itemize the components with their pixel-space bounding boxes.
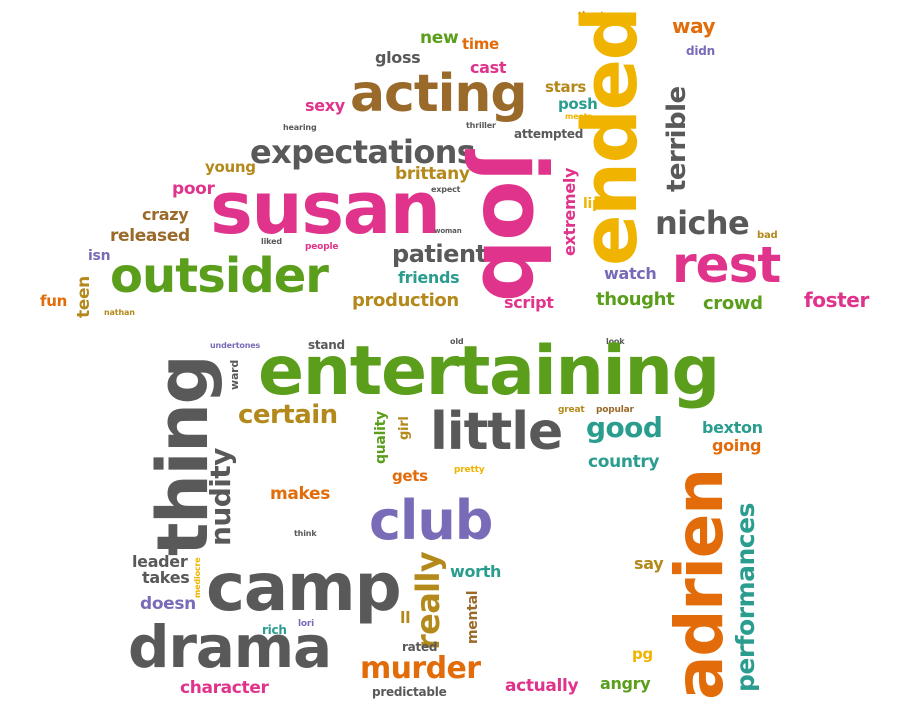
word-brittany: brittany	[395, 164, 470, 184]
word-susan: susan	[210, 166, 441, 250]
word-young: young	[205, 158, 256, 176]
word-predictable: predictable	[372, 685, 447, 699]
word-meets: meets	[565, 112, 592, 121]
word-thriller: thriller	[466, 121, 496, 130]
word-murder: murder	[360, 651, 481, 686]
word-undertones: undertones	[210, 341, 261, 350]
word-liked: liked	[261, 237, 282, 246]
word-expect: expect	[431, 185, 461, 194]
word-good: good	[586, 411, 663, 444]
word-theaters: theaters	[578, 11, 620, 21]
word-script: script	[504, 293, 554, 312]
word-attempted: attempted	[514, 127, 584, 141]
word-look: look	[606, 337, 625, 346]
word-terrible: terrible	[662, 86, 692, 192]
word-drama: drama	[128, 613, 332, 681]
word-takes: takes	[142, 568, 190, 587]
word-watch: watch	[604, 264, 657, 283]
word-cast: cast	[470, 58, 507, 77]
word-foster: foster	[804, 288, 869, 312]
word-performances: performances	[731, 503, 760, 692]
word-country: country	[588, 452, 660, 472]
word-production: production	[352, 290, 459, 311]
word-character: character	[180, 678, 269, 698]
word-say: say	[634, 554, 664, 573]
word-ll: ll	[400, 608, 411, 627]
word-pretty: pretty	[454, 465, 485, 475]
word-sexy: sexy	[305, 96, 345, 115]
word-quality: quality	[373, 411, 389, 464]
word-adrien: adrien	[661, 469, 738, 700]
word-pg: pg	[632, 645, 653, 663]
word-people: people	[305, 242, 339, 252]
word-teen: teen	[74, 276, 94, 318]
word-popular: popular	[596, 405, 634, 415]
word-extremely: extremely	[560, 167, 579, 256]
word-camp: camp	[206, 549, 402, 626]
word-mental: mental	[465, 590, 481, 644]
word-stars: stars	[545, 78, 587, 96]
word-patient: patient	[392, 240, 487, 268]
word-friends: friends	[398, 268, 460, 287]
word-entertaining: entertaining	[258, 332, 720, 411]
word-didn: didn	[686, 44, 715, 58]
word-little: little	[430, 402, 563, 462]
word-ended: ended	[565, 7, 654, 266]
word-certain: certain	[238, 400, 338, 430]
word-thought: thought	[596, 289, 675, 310]
word-new: new	[420, 28, 459, 48]
word-doesn: doesn	[140, 594, 196, 614]
word-released: released	[110, 226, 190, 246]
word-great: great	[558, 405, 585, 415]
word-ward: ward	[228, 359, 241, 390]
word-job: job	[463, 152, 566, 301]
word-rich: rich	[262, 623, 287, 637]
word-hearing: hearing	[283, 123, 317, 132]
word-lori: lori	[298, 619, 315, 629]
word-makes: makes	[270, 484, 330, 504]
word-stand: stand	[308, 338, 345, 352]
word-rest: rest	[672, 236, 781, 294]
word-actually: actually	[505, 676, 579, 696]
word-expectations: expectations	[250, 133, 476, 171]
word-bexton: bexton	[702, 418, 763, 437]
word-think: think	[294, 529, 317, 538]
word-outsider: outsider	[110, 248, 329, 304]
word-gloss: gloss	[375, 48, 421, 67]
word-mediocre: mediocre	[193, 557, 202, 598]
word-time: time	[462, 35, 499, 53]
word-girl: girl	[397, 416, 412, 440]
word-woman: woman	[434, 227, 462, 235]
word-posh: posh	[558, 95, 598, 113]
word-acting: acting	[350, 64, 528, 124]
word-leader: leader	[132, 552, 188, 571]
word-club: club	[369, 489, 493, 552]
word-bad: bad	[757, 230, 778, 241]
word-rated: rated	[402, 640, 438, 654]
word-poor: poor	[172, 179, 215, 199]
word-going: going	[712, 436, 762, 455]
word-angry: angry	[600, 674, 651, 693]
word-lip: lip	[583, 196, 602, 212]
word-nathan: nathan	[104, 308, 135, 317]
word-crazy: crazy	[142, 205, 189, 224]
word-isn: isn	[88, 248, 111, 264]
word-niche: niche	[655, 204, 750, 242]
word-nudity: nudity	[204, 448, 237, 546]
word-old: old	[450, 337, 464, 346]
word-really: really	[409, 551, 447, 650]
word-fun: fun	[40, 292, 67, 310]
word-gets: gets	[392, 467, 428, 485]
word-crowd: crowd	[703, 293, 763, 314]
word-way: way	[672, 14, 716, 38]
word-worth: worth	[450, 562, 502, 581]
